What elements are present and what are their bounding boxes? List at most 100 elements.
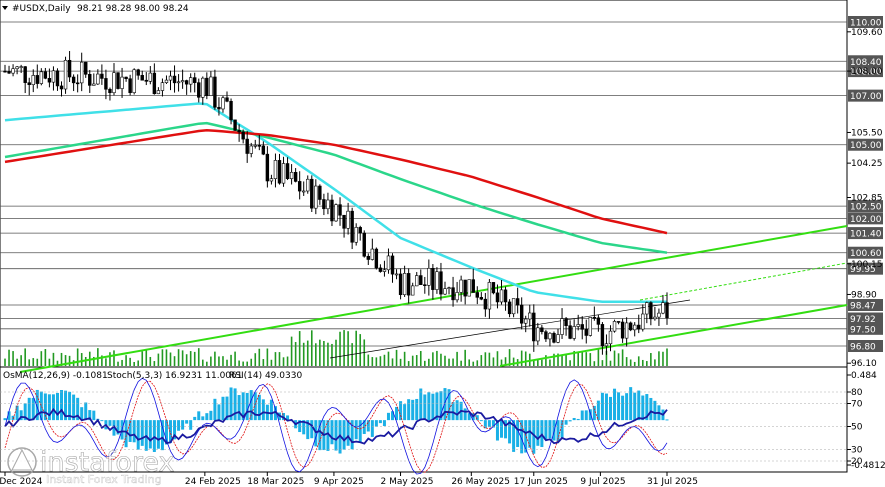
osma-bar	[88, 410, 92, 421]
volume-bar	[222, 356, 224, 366]
candle-body	[370, 248, 375, 260]
level-label: 100.60	[850, 249, 882, 259]
candle-body	[306, 178, 310, 192]
candle-body	[423, 284, 427, 286]
volume-bar	[64, 355, 67, 366]
osma-bar	[395, 406, 399, 421]
brand-logo-icon	[7, 447, 37, 477]
level-label: 108.00	[850, 68, 882, 78]
candle-body	[491, 282, 496, 294]
volume-bar	[375, 357, 378, 366]
volume-bar	[488, 352, 491, 366]
osma-bar	[169, 420, 172, 443]
candle-body	[237, 130, 241, 133]
candle-body	[584, 329, 588, 336]
candle-body	[649, 302, 653, 320]
candle-body	[386, 255, 391, 271]
candle-body	[354, 227, 358, 243]
osma-bar	[467, 413, 471, 421]
osma-bar	[64, 390, 68, 421]
volume-bar	[395, 349, 398, 366]
osma-bar	[560, 420, 564, 438]
level-label: 102.00	[850, 215, 882, 225]
volume-bar	[28, 359, 31, 366]
level-label: 107.00	[850, 92, 882, 102]
candle-body	[410, 285, 415, 296]
volume-bar	[262, 359, 265, 366]
volume-bar	[419, 350, 422, 366]
candle-body	[205, 77, 209, 96]
candle-body	[406, 273, 411, 296]
candle-body	[310, 178, 314, 209]
volume-bar	[484, 352, 487, 366]
osma-bar	[225, 396, 229, 421]
volume-bar	[76, 348, 79, 366]
volume-bar	[448, 358, 450, 366]
volume-bar	[238, 360, 240, 366]
volume-bar	[161, 349, 164, 366]
candle-body	[7, 71, 11, 74]
osma-bar	[629, 387, 633, 421]
osma-bar	[483, 420, 487, 429]
candle-body	[96, 73, 100, 85]
osma-bar	[455, 400, 459, 421]
osma-bar	[326, 420, 330, 451]
candle-body	[229, 100, 233, 121]
candle-body	[564, 318, 568, 327]
candle-body	[257, 145, 262, 147]
osma-bar	[7, 411, 11, 421]
volume-bar	[585, 352, 588, 366]
volume-bar	[141, 351, 144, 366]
osma-bar	[19, 410, 23, 421]
level-label-box	[848, 246, 883, 259]
volume-bar	[121, 359, 123, 366]
volume-bar	[662, 351, 664, 366]
candle-body	[467, 279, 471, 297]
volume-bar	[214, 351, 216, 366]
candle-body	[503, 289, 508, 303]
volume-bar	[532, 360, 535, 366]
oscillators	[3, 377, 669, 475]
candle-body	[616, 321, 621, 323]
volume-bar	[298, 331, 301, 366]
volume-bar	[319, 339, 321, 366]
candle-body	[253, 145, 257, 147]
osma-bar	[128, 420, 132, 442]
osma-bar	[576, 418, 580, 421]
osma-bar	[342, 420, 346, 450]
volume-bar	[524, 351, 527, 366]
osma-bar	[189, 420, 193, 430]
price-tick-label: 109.60	[851, 28, 883, 38]
volume-bar	[101, 355, 103, 366]
candle-body	[180, 80, 185, 83]
osma-bar	[508, 420, 512, 444]
volume-bar	[436, 350, 438, 366]
osma-bar	[257, 394, 261, 421]
candle-body	[285, 163, 290, 179]
osma-bar	[164, 420, 168, 445]
candle-body	[322, 199, 326, 210]
volume-bar	[24, 348, 26, 366]
volume-bar	[153, 361, 156, 366]
level-label: 110.00	[850, 19, 882, 29]
osma-bar	[512, 420, 516, 452]
volume-bar	[601, 360, 604, 366]
level-label-box	[848, 200, 883, 213]
volume-bar	[93, 356, 95, 366]
osma-bar	[100, 420, 104, 422]
level-label-box	[848, 138, 883, 151]
candle-body	[455, 292, 459, 301]
candle-body	[233, 119, 237, 131]
osma-bar	[330, 420, 334, 445]
volume-bar	[641, 359, 644, 366]
dropdown-arrow-icon[interactable]	[2, 6, 8, 10]
candle-body	[645, 302, 649, 315]
volume-bar	[315, 343, 317, 366]
osma-bar	[39, 391, 43, 421]
candle-body	[657, 312, 661, 318]
level-label-box	[848, 227, 883, 240]
osma-bar	[524, 420, 528, 453]
osma-bar	[580, 410, 584, 421]
volume-bar	[557, 353, 559, 366]
candle-body	[604, 343, 609, 347]
